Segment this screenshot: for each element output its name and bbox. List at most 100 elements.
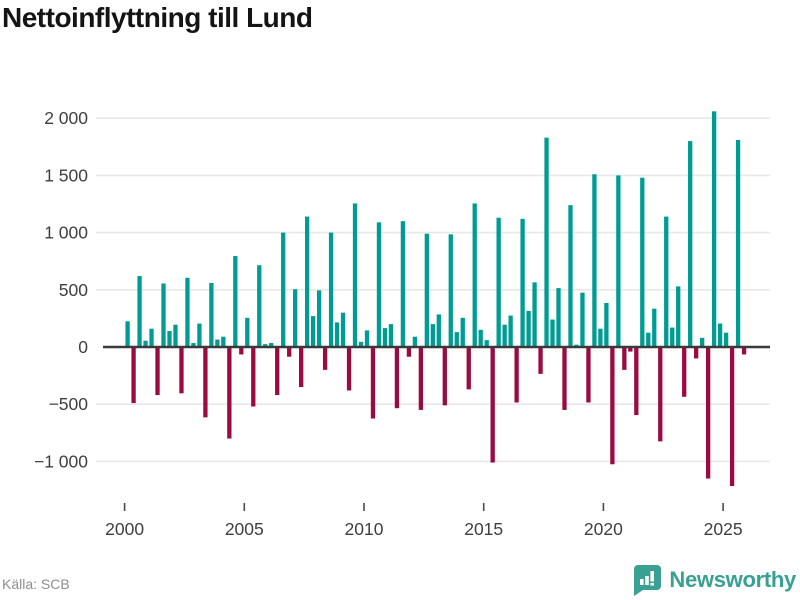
bar <box>239 347 244 355</box>
logo-bar-1 <box>640 579 645 585</box>
bar <box>460 317 465 347</box>
bar <box>652 308 657 347</box>
bar <box>185 277 190 347</box>
gridlines <box>96 117 770 463</box>
bar <box>263 344 268 347</box>
bar <box>436 314 441 347</box>
bar <box>502 324 507 347</box>
bar <box>442 347 447 406</box>
bar <box>310 316 316 347</box>
bar <box>227 347 232 439</box>
x-tick-label: 2000 <box>105 519 144 539</box>
bar <box>191 343 196 347</box>
bar <box>723 332 729 347</box>
bar <box>598 328 603 347</box>
bar <box>125 321 130 347</box>
y-tick-label: −1 000 <box>34 451 88 471</box>
y-tick-label: 1 000 <box>44 223 88 243</box>
bar <box>197 323 202 347</box>
bar <box>550 319 555 347</box>
bar <box>640 177 645 347</box>
bar <box>155 347 160 396</box>
bar <box>346 347 352 391</box>
bar <box>544 137 549 347</box>
bar <box>400 221 406 347</box>
bar <box>173 324 178 347</box>
bar <box>478 329 483 347</box>
bar <box>257 265 262 347</box>
bar <box>430 324 435 347</box>
bar <box>328 232 334 347</box>
bar <box>586 347 591 403</box>
bar <box>508 315 513 347</box>
x-tick-label: 2005 <box>225 519 264 539</box>
bar <box>388 324 394 347</box>
newsworthy-logo-icon <box>634 565 662 596</box>
bar <box>143 340 148 347</box>
logo-exclamation-bar <box>650 571 655 582</box>
bar <box>137 276 142 347</box>
bar <box>251 347 256 407</box>
bar <box>454 332 459 347</box>
footer: Källa: SCB Newsworthy <box>0 556 800 600</box>
bar <box>526 310 531 347</box>
y-tick-label: 500 <box>59 280 88 300</box>
bar <box>610 347 615 465</box>
bar-series <box>125 111 747 486</box>
newsworthy-brand: Newsworthy <box>632 564 796 596</box>
x-tick-label: 2025 <box>704 519 743 539</box>
bar <box>717 323 723 347</box>
bar <box>352 203 358 347</box>
bar <box>472 203 477 347</box>
bar <box>340 312 346 347</box>
logo-bar-2 <box>645 576 650 585</box>
bar <box>646 332 651 347</box>
bar <box>281 232 286 347</box>
bar <box>221 336 226 347</box>
bar <box>215 339 220 347</box>
bar <box>167 330 172 347</box>
bar <box>514 347 519 403</box>
bar <box>676 286 681 347</box>
bar <box>424 233 429 347</box>
bar <box>634 347 639 416</box>
bar <box>604 302 609 347</box>
bar <box>496 217 501 347</box>
bar <box>490 347 495 463</box>
source-label: Källa: SCB <box>2 576 70 592</box>
y-tick-label: 1 500 <box>44 165 88 185</box>
bar <box>364 330 370 347</box>
bar <box>532 282 537 347</box>
bar <box>149 328 154 347</box>
bar <box>179 347 184 394</box>
bar <box>316 290 322 347</box>
bar <box>556 288 561 347</box>
x-axis-ticks <box>123 503 724 511</box>
bar <box>616 175 621 347</box>
bar <box>568 205 573 347</box>
bar <box>394 347 400 409</box>
bar <box>304 216 310 347</box>
x-tick-label: 2010 <box>345 519 384 539</box>
bar <box>484 340 489 347</box>
bar <box>203 347 208 418</box>
y-tick-label: −500 <box>49 394 89 414</box>
bar <box>694 347 699 359</box>
bar <box>269 343 274 347</box>
bar <box>729 347 735 486</box>
bar <box>628 347 633 352</box>
bar <box>334 322 340 347</box>
newsworthy-wordmark: Newsworthy <box>669 567 796 592</box>
bar <box>562 347 567 410</box>
bar <box>705 347 711 479</box>
bar <box>735 139 741 347</box>
bar <box>520 218 525 347</box>
bar <box>131 347 136 404</box>
y-tick-label: 0 <box>78 337 88 357</box>
bar <box>688 141 693 347</box>
bar <box>622 347 627 370</box>
bar <box>382 328 388 347</box>
x-tick-label: 2020 <box>584 519 623 539</box>
bar <box>322 347 328 370</box>
